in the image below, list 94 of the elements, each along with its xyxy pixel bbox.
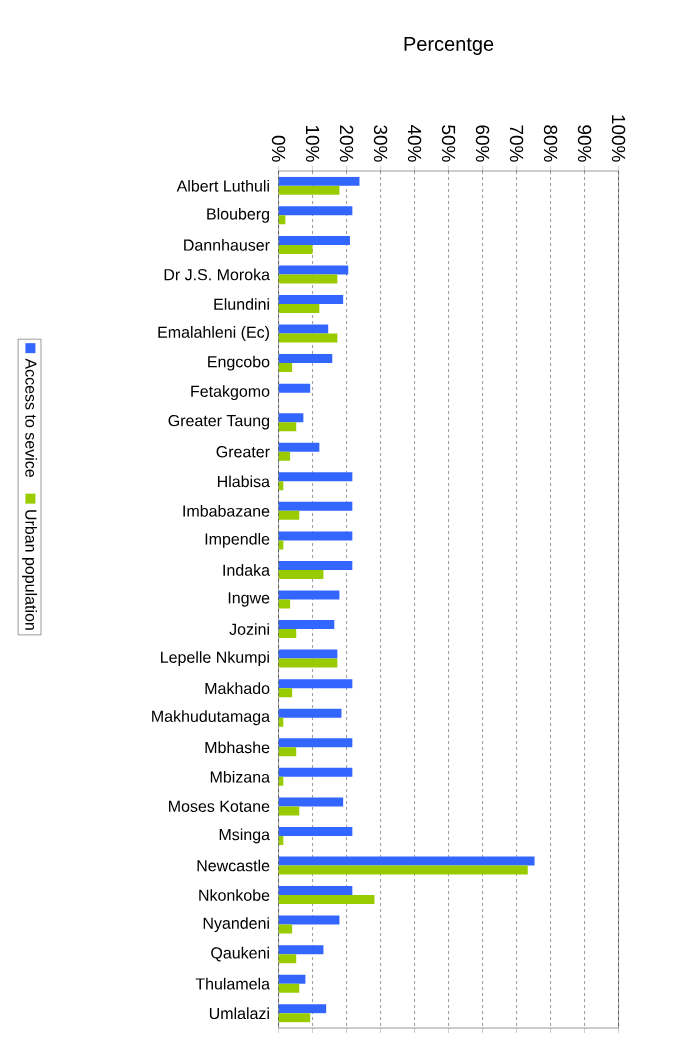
y-tick-label: Lepelle Nkumpi	[161, 651, 270, 667]
x-tick-label: 40%	[408, 124, 422, 162]
bar	[278, 983, 300, 993]
y-tick-label: Moses Kotane	[169, 800, 270, 812]
chart-title: Percentge	[404, 37, 494, 55]
x-tick-label: 100%	[612, 115, 626, 162]
bar	[278, 679, 353, 689]
bar	[278, 354, 333, 364]
bar	[278, 886, 353, 896]
bar	[278, 422, 297, 432]
y-tick-label: Blouberg	[207, 207, 270, 223]
legend-label: Urban population	[22, 510, 38, 630]
x-tick-label: 70%	[510, 125, 524, 162]
y-tick-label: Albert Luthuli	[176, 179, 270, 192]
bar	[278, 767, 353, 777]
bar	[278, 797, 344, 807]
bar	[278, 383, 311, 393]
bar	[278, 865, 528, 875]
bar	[278, 510, 300, 520]
bar	[278, 924, 293, 934]
bar	[278, 895, 375, 905]
bar	[278, 176, 360, 186]
bar	[278, 274, 338, 284]
bar	[278, 826, 353, 836]
legend-label: Access to sevice	[25, 358, 38, 477]
x-tick-label: 20%	[340, 125, 354, 162]
bar	[278, 560, 353, 570]
bar	[278, 974, 306, 984]
bar	[278, 244, 313, 254]
bar	[278, 206, 353, 216]
bar	[278, 658, 338, 668]
bar	[278, 531, 353, 541]
bar	[278, 442, 320, 452]
y-tick-label: Ingwe	[229, 592, 270, 607]
bar	[278, 265, 349, 275]
y-tick-label: Nyandeni	[203, 917, 270, 933]
y-tick-label: Jozini	[229, 623, 270, 635]
y-tick-label: Newcastle	[197, 859, 270, 872]
x-tick-label: 50%	[442, 125, 456, 162]
bar	[278, 649, 338, 659]
y-tick-label: Nkonkobe	[199, 889, 270, 901]
y-tick-label: Greater Taung	[168, 414, 270, 430]
y-tick-label: Umlalazi	[210, 1007, 270, 1020]
y-tick-label: Thulamela	[195, 977, 271, 990]
y-tick-label: Elundini	[214, 298, 270, 310]
bar	[278, 333, 338, 343]
x-tick-label: 60%	[476, 125, 490, 162]
bar	[278, 620, 335, 630]
bar	[278, 501, 353, 511]
bar	[278, 856, 535, 866]
bar	[278, 806, 300, 816]
y-tick-label: Dannhauser	[184, 239, 270, 251]
y-tick-label: Hlabisa	[218, 475, 271, 488]
y-tick-label: Imbabazane	[183, 504, 270, 517]
y-tick-label: Dr J.S. Moroka	[164, 268, 271, 281]
bar	[278, 324, 329, 334]
bar	[278, 1004, 327, 1014]
y-tick-label: Makhudutamaga	[152, 710, 271, 726]
bar	[278, 304, 320, 313]
bar	[278, 738, 353, 748]
bar	[278, 569, 324, 579]
bar	[278, 629, 297, 639]
y-tick-label: Engcobo	[208, 355, 270, 371]
bar	[278, 185, 340, 195]
y-tick-label: Qaukeni	[211, 946, 270, 962]
bar	[278, 1013, 311, 1023]
bar	[278, 590, 340, 600]
bar	[278, 954, 297, 964]
x-tick-label: 30%	[374, 125, 388, 162]
x-tick-label: 10%	[306, 125, 320, 162]
bar	[278, 708, 342, 718]
y-tick-label: Indaka	[223, 564, 271, 576]
bar	[278, 915, 340, 925]
y-tick-label: Greater	[216, 446, 270, 458]
x-tick-label: 90%	[578, 125, 592, 162]
bar	[278, 945, 324, 955]
y-tick-label: Fetakgomo	[191, 385, 270, 401]
y-tick-label: Mbhashe	[205, 741, 270, 754]
bar	[278, 235, 351, 245]
y-tick-label: Makhado	[205, 682, 270, 695]
bar	[278, 747, 297, 757]
y-tick-label: Emalahleni (Ec)	[158, 326, 270, 341]
bar	[278, 295, 344, 304]
y-tick-label: Msinga	[219, 828, 271, 844]
bar	[278, 688, 293, 698]
bar	[278, 599, 291, 609]
x-tick-label: 0%	[272, 135, 286, 162]
bar	[278, 472, 353, 482]
y-tick-label: Mbizana	[211, 770, 271, 783]
bar	[278, 451, 291, 461]
x-tick-label: 80%	[544, 125, 558, 162]
bar	[278, 413, 304, 423]
y-tick-label: Impendle	[205, 532, 270, 548]
bar	[278, 363, 293, 373]
